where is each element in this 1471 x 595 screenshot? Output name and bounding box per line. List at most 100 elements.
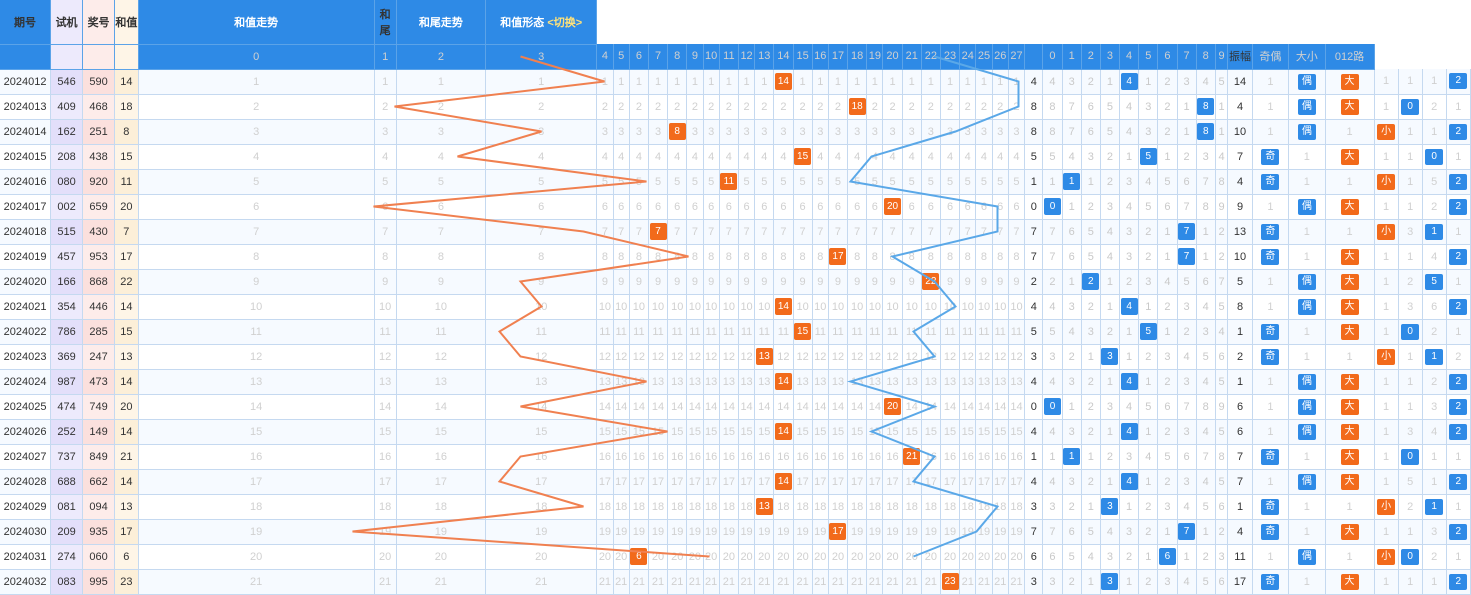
lottery-trend-table: 期号 试机 奖号 和值 和值走势 和尾 和尾走势 和值形态 <切换> 01234… xyxy=(0,0,1471,595)
hdr-form: 和值形态 <切换> xyxy=(486,0,597,44)
cell-ht: 6 xyxy=(1158,394,1177,419)
cell-trend: 15 xyxy=(486,419,597,444)
cell-jiou-ji: 奇 xyxy=(1252,569,1288,594)
cell-trend: 17 xyxy=(613,469,629,494)
hewei-marker: 7 xyxy=(1178,248,1195,265)
cell-trend: 12 xyxy=(793,344,812,369)
cell-trend: 19 xyxy=(755,519,774,544)
cell-qihao: 2024021 xyxy=(0,294,51,319)
cell-trend: 13 xyxy=(703,369,719,394)
cell-ht: 5 xyxy=(1081,219,1100,244)
cell-ht: 5 xyxy=(1177,269,1196,294)
badge-ji: 奇 xyxy=(1261,349,1279,365)
cell-jiang: 430 xyxy=(83,219,115,244)
cell-trend: 13 xyxy=(755,344,774,369)
cell-zhenfu: 5 xyxy=(1228,269,1252,294)
cell-trend: 16 xyxy=(867,444,883,469)
cell-ht: 3 xyxy=(1100,194,1119,219)
cell-trend: 13 xyxy=(597,369,613,394)
cell-trend: 8 xyxy=(396,244,485,269)
cell-trend: 4 xyxy=(828,144,847,169)
cell-trend: 13 xyxy=(902,369,921,394)
cell-trend: 14 xyxy=(1008,394,1024,419)
cell-hewei: 7 xyxy=(1025,244,1043,269)
cell-qihao: 2024031 xyxy=(0,544,51,569)
cell-trend: 5 xyxy=(793,169,812,194)
cell-qihao: 2024028 xyxy=(0,469,51,494)
cell-trend: 10 xyxy=(812,294,828,319)
hdr2-trend-15: 15 xyxy=(793,44,812,69)
badge-012: 2 xyxy=(1449,524,1467,540)
cell-shiji: 083 xyxy=(51,569,83,594)
cell-012-2: 2 xyxy=(1446,519,1470,544)
cell-trend: 12 xyxy=(867,344,883,369)
cell-trend: 1 xyxy=(629,69,648,94)
hdr2-trend-10: 10 xyxy=(703,44,719,69)
cell-trend: 12 xyxy=(668,344,687,369)
cell-trend: 16 xyxy=(793,444,812,469)
cell-ht: 3 xyxy=(1177,69,1196,94)
cell-jiang: 659 xyxy=(83,194,115,219)
cell-trend: 16 xyxy=(883,444,902,469)
hdr2-trend-27: 27 xyxy=(1008,44,1024,69)
cell-ht: 8 xyxy=(1196,94,1215,119)
cell-shiji: 688 xyxy=(51,469,83,494)
cell-trend: 9 xyxy=(812,269,828,294)
hdr2-jiou: 奇偶 xyxy=(1252,44,1288,69)
cell-jiou-ou: 偶 xyxy=(1289,294,1325,319)
cell-012-1: 1 xyxy=(1422,444,1446,469)
cell-ht: 5 xyxy=(1215,69,1228,94)
hdr-trend: 和值走势 xyxy=(138,0,374,44)
cell-ht: 1 xyxy=(1139,69,1158,94)
cell-ht: 3 xyxy=(1062,369,1081,394)
cell-ht: 1 xyxy=(1215,94,1228,119)
cell-trend: 4 xyxy=(1008,144,1024,169)
switch-link[interactable]: <切换> xyxy=(547,17,582,29)
cell-ht: 1 xyxy=(1158,244,1177,269)
badge-da: 大 xyxy=(1341,474,1359,490)
cell-trend: 20 xyxy=(755,544,774,569)
cell-ht: 3 xyxy=(1062,419,1081,444)
cell-jiou-ou: 偶 xyxy=(1289,119,1325,144)
cell-ht: 8 xyxy=(1215,169,1228,194)
cell-trend: 11 xyxy=(774,319,793,344)
cell-trend: 14 xyxy=(648,394,667,419)
cell-trend: 21 xyxy=(687,569,703,594)
cell-trend: 11 xyxy=(828,319,847,344)
cell-trend: 4 xyxy=(703,144,719,169)
cell-trend: 21 xyxy=(867,569,883,594)
cell-ht: 3 xyxy=(1177,469,1196,494)
cell-trend: 8 xyxy=(597,244,613,269)
badge-ou: 偶 xyxy=(1298,199,1316,215)
cell-trend: 3 xyxy=(486,119,597,144)
cell-trend: 7 xyxy=(774,219,793,244)
cell-trend: 15 xyxy=(703,419,719,444)
cell-trend: 11 xyxy=(668,319,687,344)
cell-trend: 2 xyxy=(629,94,648,119)
cell-trend: 8 xyxy=(687,244,703,269)
cell-jiang: 868 xyxy=(83,269,115,294)
badge-ji: 奇 xyxy=(1261,174,1279,190)
badge-ou: 偶 xyxy=(1298,74,1316,90)
cell-zhenfu: 11 xyxy=(1228,544,1252,569)
cell-ht: 4 xyxy=(1043,294,1062,319)
cell-da: 大 xyxy=(1325,319,1374,344)
cell-trend: 10 xyxy=(976,294,992,319)
cell-trend: 20 xyxy=(774,544,793,569)
cell-ht: 1 xyxy=(1100,469,1119,494)
cell-shiji: 208 xyxy=(51,144,83,169)
cell-trend: 6 xyxy=(848,194,867,219)
badge-xiao: 小 xyxy=(1377,349,1395,365)
cell-trend: 4 xyxy=(921,144,940,169)
cell-ht: 3 xyxy=(1120,444,1139,469)
cell-shiji: 474 xyxy=(51,394,83,419)
cell-trend: 19 xyxy=(374,519,396,544)
cell-trend: 12 xyxy=(828,344,847,369)
cell-trend: 3 xyxy=(687,119,703,144)
cell-ht: 1 xyxy=(1196,244,1215,269)
cell-ht: 4 xyxy=(1120,469,1139,494)
cell-ht: 2 xyxy=(1081,194,1100,219)
cell-012-1: 6 xyxy=(1422,294,1446,319)
badge-012: 2 xyxy=(1449,124,1467,140)
cell-trend: 8 xyxy=(976,244,992,269)
